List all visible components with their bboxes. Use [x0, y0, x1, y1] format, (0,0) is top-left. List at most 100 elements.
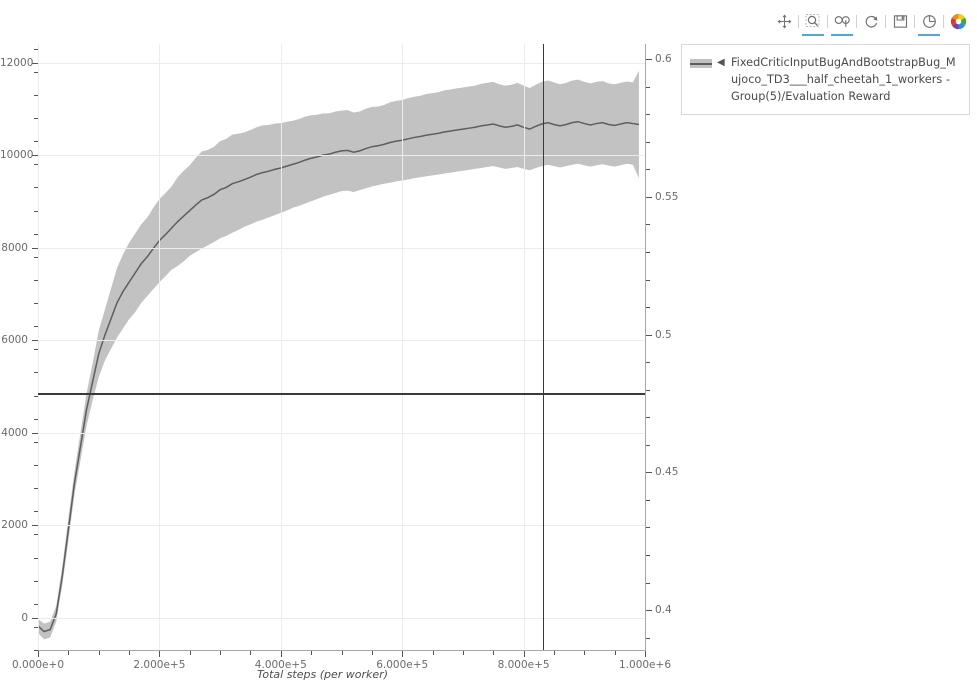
- y-axis-left-minor-tick: [34, 650, 38, 651]
- y-axis-left-tick: [32, 617, 38, 619]
- gridline-horizontal: [38, 525, 645, 527]
- pan-icon: [776, 13, 792, 29]
- x-axis-minor-tick: [250, 651, 252, 655]
- gridline-horizontal: [38, 617, 645, 619]
- y-axis-left-tick: [32, 247, 38, 249]
- y-axis-right-tick: [646, 334, 652, 336]
- y-axis-left-minor-tick: [34, 94, 38, 96]
- toolbar-separator: [798, 14, 799, 28]
- x-axis-tick: [38, 651, 39, 657]
- color-wheel-button[interactable]: [945, 8, 971, 34]
- y-axis-left-tick-label: 2000: [1, 519, 28, 532]
- crosshair-vertical-line[interactable]: [543, 44, 545, 650]
- gridline-vertical: [159, 44, 161, 650]
- x-axis-tick-label: 1.000e+6: [619, 659, 671, 671]
- zoom-region-button[interactable]: [800, 8, 826, 36]
- x-axis-tick-label: 0.000e+0: [12, 659, 64, 671]
- mean-line: [38, 120, 640, 633]
- y-axis-right-tick-label: 0.55: [655, 190, 679, 203]
- toolbar-separator: [914, 14, 915, 28]
- y-axis-left-minor-tick: [34, 511, 38, 513]
- toolbar-separator: [827, 14, 828, 28]
- legend-swatch: [690, 57, 712, 70]
- y-axis-left-tick-label: 0: [21, 611, 28, 624]
- legend-entry-label: FixedCriticInputBugAndBootstrapBug_Mujoc…: [731, 56, 956, 103]
- y-axis-left-tick-label: 6000: [1, 334, 28, 347]
- y-axis-right-minor-tick: [646, 527, 650, 529]
- gridline-horizontal: [38, 340, 645, 342]
- x-axis-minor-tick: [371, 651, 373, 655]
- x-axis-minor-tick: [68, 651, 70, 655]
- y-axis-right-minor-tick: [646, 389, 650, 391]
- y-axis-right-minor-tick: [646, 362, 650, 364]
- zoom-axis-button[interactable]: [829, 8, 855, 36]
- x-axis-tick-label: 6.000e+5: [376, 659, 429, 671]
- y-axis-left-minor-tick: [34, 372, 38, 374]
- y-axis-right-minor-tick: [646, 307, 650, 309]
- gridline-horizontal: [38, 155, 645, 156]
- crosshair-icon: [922, 14, 936, 28]
- zoom-region-active-indicator: [802, 34, 824, 36]
- toolbar-separator: [885, 14, 886, 28]
- x-axis-minor-tick: [553, 651, 555, 655]
- x-axis-title: Total steps (per worker): [257, 668, 388, 681]
- y-axis-left-minor-tick: [34, 441, 38, 443]
- y-axis-right-minor-tick: [646, 444, 650, 446]
- x-axis-tick: [402, 651, 404, 657]
- y-axis-right-minor-tick: [646, 279, 650, 281]
- x-axis-minor-tick: [584, 651, 586, 655]
- y-axis-left-minor-tick: [34, 279, 38, 281]
- x-axis-tick: [159, 651, 161, 657]
- save-image-button[interactable]: [887, 8, 913, 34]
- y-axis-left-tick-label: 12000: [0, 56, 34, 69]
- chart-legend[interactable]: ◀ FixedCriticInputBugAndBootstrapBug_Muj…: [681, 44, 970, 115]
- y-axis-left-minor-tick: [34, 349, 38, 351]
- y-axis-left-minor-tick: [34, 48, 38, 50]
- gridline-horizontal: [38, 62, 645, 64]
- y-axis-right-minor-tick: [646, 582, 650, 584]
- y-axis-left-minor-tick: [34, 534, 38, 536]
- gridline-vertical: [38, 44, 39, 650]
- x-axis-tick-label: 8.000e+5: [497, 659, 550, 671]
- gridline-vertical: [402, 44, 404, 650]
- y-axis-left-tick-label: 4000: [1, 426, 28, 439]
- y-axis-left-minor-tick: [34, 603, 38, 605]
- y-axis-right-tick: [646, 59, 652, 61]
- x-axis-minor-tick: [614, 651, 616, 655]
- y-axis-right-tick: [646, 196, 652, 198]
- y-axis-left-minor-tick: [34, 118, 38, 119]
- x-axis-minor-tick: [220, 651, 222, 655]
- zoom-axis-icon: [834, 16, 850, 27]
- y-axis-right-tick-label: 0.4: [655, 604, 672, 617]
- y-axis-left-minor-tick: [34, 303, 38, 305]
- y-axis-left-tick: [32, 340, 38, 342]
- x-axis-tick-label: 4.000e+5: [254, 659, 307, 671]
- y-axis-right-tick-label: 0.6: [655, 53, 672, 66]
- y-axis-right-tick: [646, 610, 652, 612]
- legend-collapse-arrow-icon[interactable]: ◀: [717, 57, 725, 68]
- crosshair-button[interactable]: [916, 8, 942, 36]
- y-axis-left-minor-tick: [34, 580, 38, 582]
- y-axis-right-tick-label: 0.5: [655, 328, 672, 341]
- x-axis-minor-tick: [311, 651, 313, 655]
- pan-button[interactable]: [771, 8, 797, 34]
- y-axis-left-tick-label: 8000: [1, 241, 28, 254]
- gridline-vertical: [280, 44, 282, 650]
- plot-area[interactable]: [38, 44, 645, 650]
- save-icon: [893, 14, 907, 28]
- reset-view-button[interactable]: [858, 8, 884, 34]
- y-axis-right-minor-tick: [646, 86, 650, 88]
- y-axis-left-tick: [32, 432, 38, 434]
- x-axis-minor-tick: [341, 651, 343, 655]
- y-axis-left-minor-tick: [34, 210, 38, 212]
- y-axis-right-minor-tick: [646, 114, 650, 116]
- color-wheel-icon: [950, 13, 966, 29]
- x-axis-tick: [280, 651, 282, 657]
- y-axis-left-tick: [32, 525, 38, 527]
- gridline-horizontal: [38, 432, 645, 434]
- chart-toolbar: [771, 8, 971, 36]
- y-axis-left-minor-tick: [34, 256, 38, 258]
- y-axis-right-minor-tick: [646, 169, 650, 171]
- crosshair-horizontal-line[interactable]: [38, 393, 645, 395]
